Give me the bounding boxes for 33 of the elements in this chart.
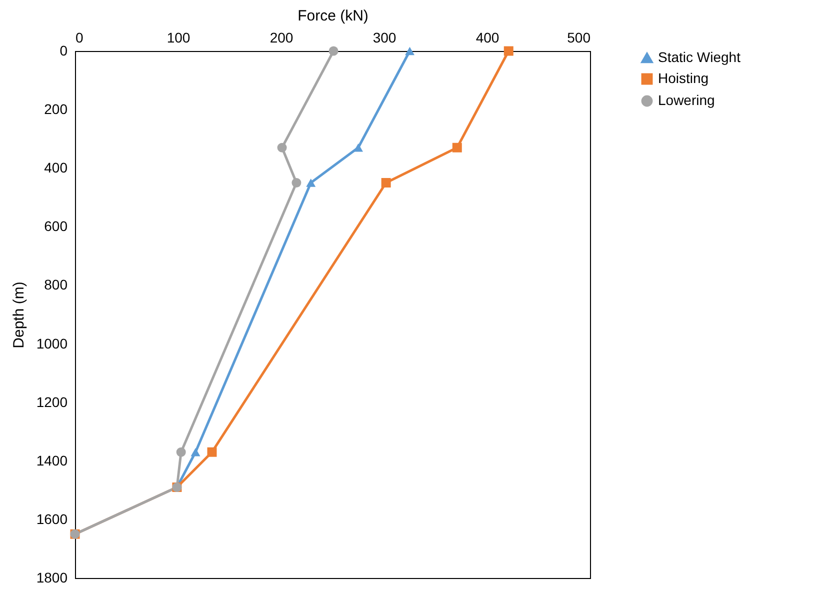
x-tick-label: 100 — [166, 30, 190, 46]
y-tick-label: 1800 — [36, 570, 68, 586]
point — [452, 142, 462, 152]
y-tick-label: 1400 — [36, 452, 68, 468]
point — [381, 178, 391, 188]
legend-label: Lowering — [658, 92, 715, 108]
y-tick-label: 1000 — [36, 335, 68, 352]
y-tick-label: 1200 — [36, 394, 68, 410]
point — [190, 448, 200, 456]
point — [207, 447, 217, 457]
point — [176, 447, 186, 457]
y-axis-title: Depth (m) — [10, 282, 28, 348]
x-tick-label: 0 — [76, 30, 84, 46]
y-tick-label: 600 — [44, 218, 68, 234]
x-tick-label: 200 — [270, 30, 294, 46]
point — [504, 46, 514, 56]
y-tick-label: 200 — [44, 101, 68, 118]
legend-label: Hoisting — [658, 70, 709, 86]
x-axis-title: Force (kN) — [298, 8, 368, 24]
point — [306, 178, 316, 187]
point — [354, 144, 363, 152]
point — [405, 46, 414, 56]
point — [277, 142, 287, 152]
x-tick-label: 500 — [567, 30, 591, 46]
y-tick-label: 0 — [60, 42, 68, 58]
y-tick-label: 1600 — [36, 510, 68, 527]
x-tick-label: 300 — [372, 30, 396, 46]
y-tick-label: 400 — [44, 160, 68, 176]
point — [292, 178, 302, 188]
y-tick-label: 800 — [44, 276, 68, 293]
x-tick-label: 400 — [476, 30, 500, 46]
legend-label: Static Wieght — [658, 49, 741, 65]
point — [328, 46, 338, 56]
